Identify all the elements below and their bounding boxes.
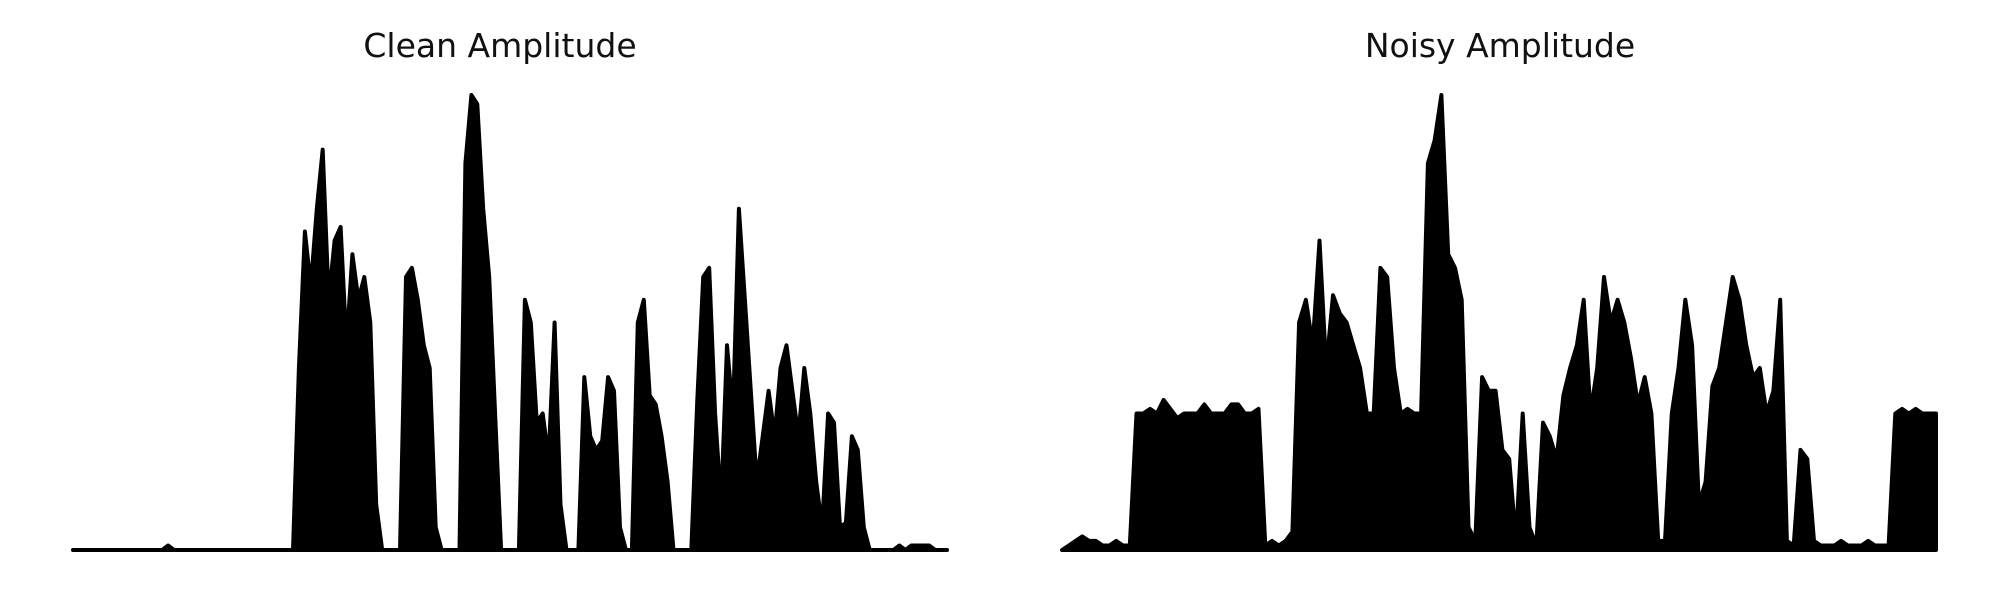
clean-amplitude-panel: Clean Amplitude: [71, 26, 949, 552]
clean-amplitude-title: Clean Amplitude: [363, 26, 637, 65]
clean-amplitude-trace: [71, 93, 949, 552]
clean-amplitude-chart: [71, 93, 949, 552]
noisy-amplitude-panel: Noisy Amplitude: [1000, 0, 2000, 600]
noisy-amplitude-trace: [1060, 93, 1938, 552]
noisy-amplitude-title: Noisy Amplitude: [1364, 26, 1636, 65]
noisy-amplitude-chart: [1060, 93, 1938, 552]
